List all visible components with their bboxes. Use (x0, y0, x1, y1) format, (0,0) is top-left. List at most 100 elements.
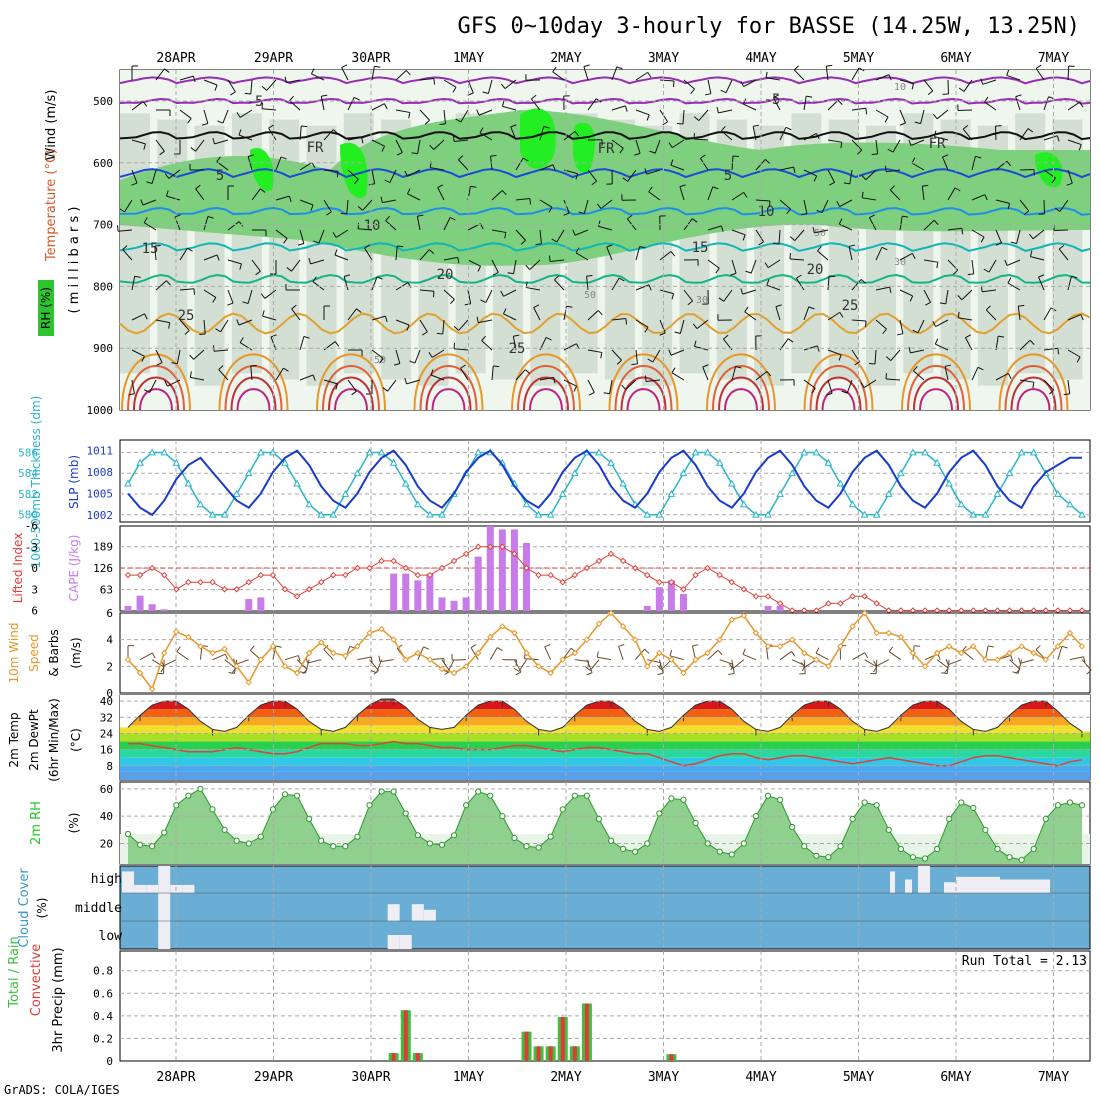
wind-barb (851, 139, 863, 151)
wind-barb-flag (840, 142, 843, 149)
wind10m-line-marker (293, 669, 301, 677)
tick-label: 0.2 (93, 1032, 113, 1045)
wind-barb-flag (513, 334, 520, 337)
wind-barb (460, 109, 469, 123)
wind-barb-flag (812, 226, 815, 234)
wind-barb-flag (1079, 101, 1084, 108)
wind-barb (821, 199, 829, 213)
wind-barb (779, 127, 787, 141)
wind-barb-flag (146, 181, 153, 184)
rh2m-line-marker (921, 855, 929, 862)
wind-barb-flag (501, 190, 507, 196)
lifted-index-line-marker (450, 557, 458, 565)
wind-barb (441, 659, 451, 672)
wind-barb (487, 79, 493, 94)
wind-barb-flag (301, 125, 308, 128)
wind-barb (554, 279, 565, 291)
wind-barb (865, 169, 877, 181)
wind-barb-flag (744, 306, 749, 313)
wind-barb-flag (716, 106, 719, 114)
wind-barb-flag (1007, 373, 1012, 379)
wind-barb (947, 187, 956, 201)
wind-barb (419, 109, 430, 121)
wind-barb (529, 259, 541, 270)
thickness-line-marker (438, 510, 446, 518)
wind-barb (305, 659, 310, 674)
cape-bar (414, 580, 422, 611)
lifted-index-line-marker (764, 593, 772, 600)
wind-barb-flag (1058, 244, 1065, 250)
wind-barb-flag (216, 156, 221, 162)
wind-barb (131, 139, 146, 145)
wind-barb-flag (552, 66, 557, 73)
wind-barb-flag (980, 236, 985, 243)
temp-color-band (120, 717, 1090, 726)
wind-barb-flag (583, 64, 590, 68)
tick-label: 2 (106, 660, 113, 673)
tick-label: 32 (100, 711, 113, 724)
wind-barb (721, 130, 733, 141)
rh2m-line-marker (632, 848, 639, 855)
wind-barb (890, 349, 901, 361)
wind-barb-flag (504, 232, 507, 239)
tick-label: 3 (31, 583, 38, 596)
wind-barb (815, 652, 829, 661)
thickness-line-marker (897, 469, 905, 477)
thickness-line-marker (244, 469, 253, 477)
wind-barb-flag (500, 290, 504, 297)
wind-barb-flag (1076, 356, 1081, 363)
wind10m-line-marker (982, 656, 989, 663)
wind-barb (518, 659, 527, 672)
wind-barb (220, 319, 229, 333)
wind-barb (827, 379, 833, 394)
wind-barb-flag (405, 70, 411, 76)
wind-barb (179, 75, 194, 81)
wind-barb (203, 216, 209, 231)
wind-barb (539, 164, 554, 171)
wind-barb-flag (174, 214, 181, 218)
wind-barb-flag (595, 98, 602, 103)
wind-barb-flag (297, 242, 304, 246)
temp-contour-label: 25 (509, 341, 526, 357)
wind-barb (779, 651, 792, 661)
rh2m-line-marker (1078, 802, 1086, 809)
rh2m-line-marker (281, 791, 289, 798)
wind-barb (323, 379, 338, 385)
wind-barb (539, 376, 554, 381)
temp-contour-surface (523, 376, 569, 411)
wind-barb-flag (357, 206, 363, 211)
temp-color-band (120, 733, 1090, 742)
wind-barb (203, 289, 217, 298)
wind-barb-flag (644, 168, 648, 175)
wind-barb-flag (911, 157, 916, 164)
wind10m-line-marker (511, 629, 518, 637)
wind-barb (971, 367, 979, 381)
wind10m-line-marker (535, 663, 542, 670)
wind10m-line-marker (692, 656, 699, 663)
wind-barb-flag (154, 245, 161, 247)
temp-contour-surface (334, 388, 368, 411)
temp-contour-minus5 (119, 97, 1091, 105)
cloud-level-label: middle (75, 901, 122, 916)
lifted-index-line-marker (595, 557, 603, 565)
wind-barb-flag (631, 363, 638, 366)
wind-barb (395, 349, 401, 364)
wind-barb (731, 191, 745, 201)
wind-barb-flag (858, 67, 865, 72)
lifted-index-line-marker (825, 600, 832, 607)
wind-barb-flag (826, 64, 833, 67)
cape-bar (462, 597, 470, 611)
wind-barb-flag (671, 293, 675, 300)
cape-bar (523, 543, 531, 611)
wind-barb-flag (826, 392, 833, 396)
wind-barb (803, 306, 810, 321)
thickness-line-marker (643, 510, 652, 518)
wind-barb (635, 139, 641, 154)
wind-barb (971, 259, 975, 274)
wind-barb-flag (480, 299, 487, 304)
rh2m-line-marker (197, 785, 204, 792)
rh2m-line-marker (1030, 845, 1037, 853)
temp-contour-label: 25 (178, 308, 195, 324)
wind-barb-flag (244, 92, 251, 95)
wind-barb-flag (356, 308, 362, 313)
